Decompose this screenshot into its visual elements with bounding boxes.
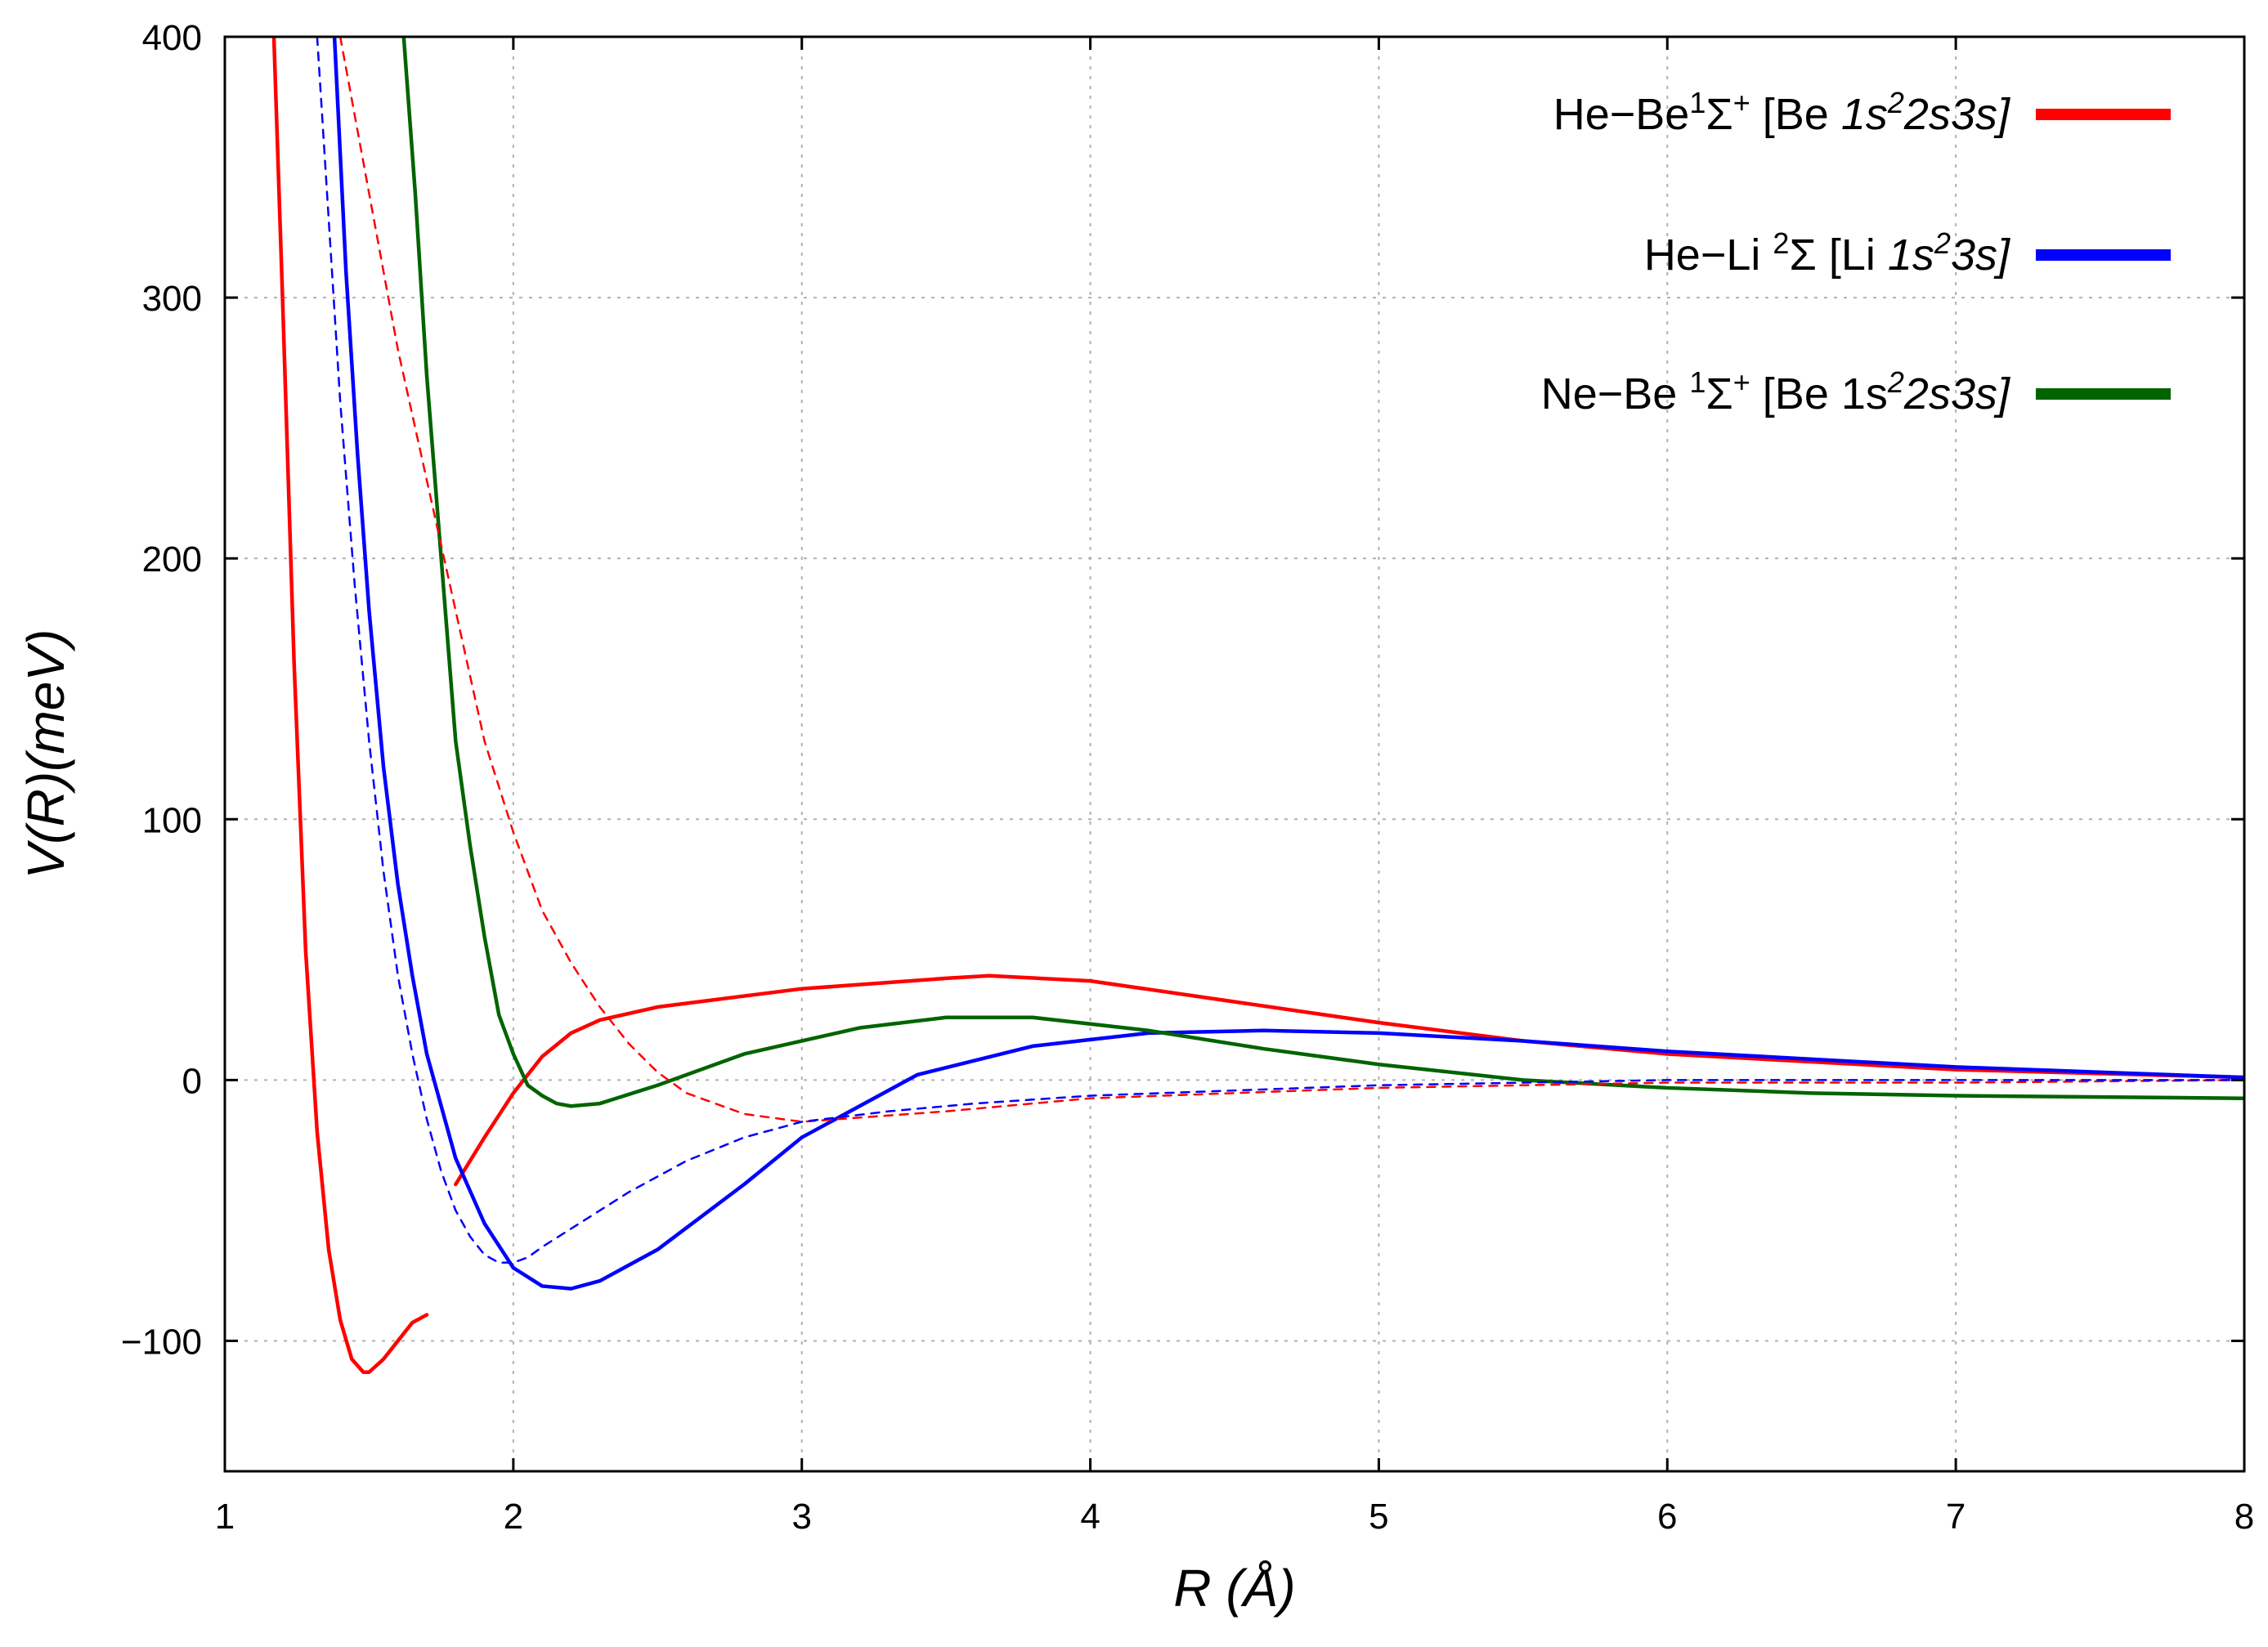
y-tick-label: 100 bbox=[142, 800, 202, 840]
x-tick-label: 1 bbox=[215, 1497, 235, 1537]
legend: He−Be1Σ+ [Be 1s22s3s] He−Li 2Σ [Li 1s23s]… bbox=[1541, 86, 2171, 419]
y-tick-label: 200 bbox=[142, 539, 202, 580]
x-tick-label: 3 bbox=[791, 1497, 811, 1537]
x-tick-label: 4 bbox=[1080, 1497, 1100, 1537]
legend-label: He−Be1Σ+ [Be 1s22s3s] bbox=[1553, 86, 2011, 140]
x-tick-label: 5 bbox=[1369, 1497, 1388, 1537]
y-tick-label: 400 bbox=[142, 18, 202, 58]
series-line bbox=[271, 37, 429, 1374]
series-line bbox=[401, 37, 2244, 1108]
y-tick-label: 0 bbox=[182, 1061, 202, 1101]
y-tick-label: 300 bbox=[142, 279, 202, 319]
plot-frame bbox=[223, 35, 2246, 1473]
y-tick-label: −100 bbox=[121, 1322, 202, 1362]
x-axis-title: R (Å) bbox=[1173, 1559, 1295, 1618]
x-tick-label: 2 bbox=[504, 1497, 523, 1537]
legend-label: He−Li 2Σ [Li 1s23s] bbox=[1644, 226, 2011, 280]
plot-area bbox=[271, 37, 2244, 1374]
dashed-series-line bbox=[316, 37, 2244, 1264]
grid-lines bbox=[225, 37, 2244, 1471]
legend-label: Ne−Be 1Σ+ [Be 1s22s3s] bbox=[1541, 365, 2011, 419]
y-axis-title: V(R)(meV) bbox=[16, 629, 75, 879]
x-tick-label: 6 bbox=[1657, 1497, 1677, 1537]
axis-ticks: 1 2 3 4 5 6 7 8 −100 0 100 200 300 400 bbox=[121, 18, 2254, 1537]
series-line bbox=[332, 37, 2244, 1291]
x-tick-label: 7 bbox=[1946, 1497, 1965, 1537]
x-tick-label: 8 bbox=[2234, 1497, 2254, 1537]
dashed-series-line bbox=[338, 37, 2244, 1123]
